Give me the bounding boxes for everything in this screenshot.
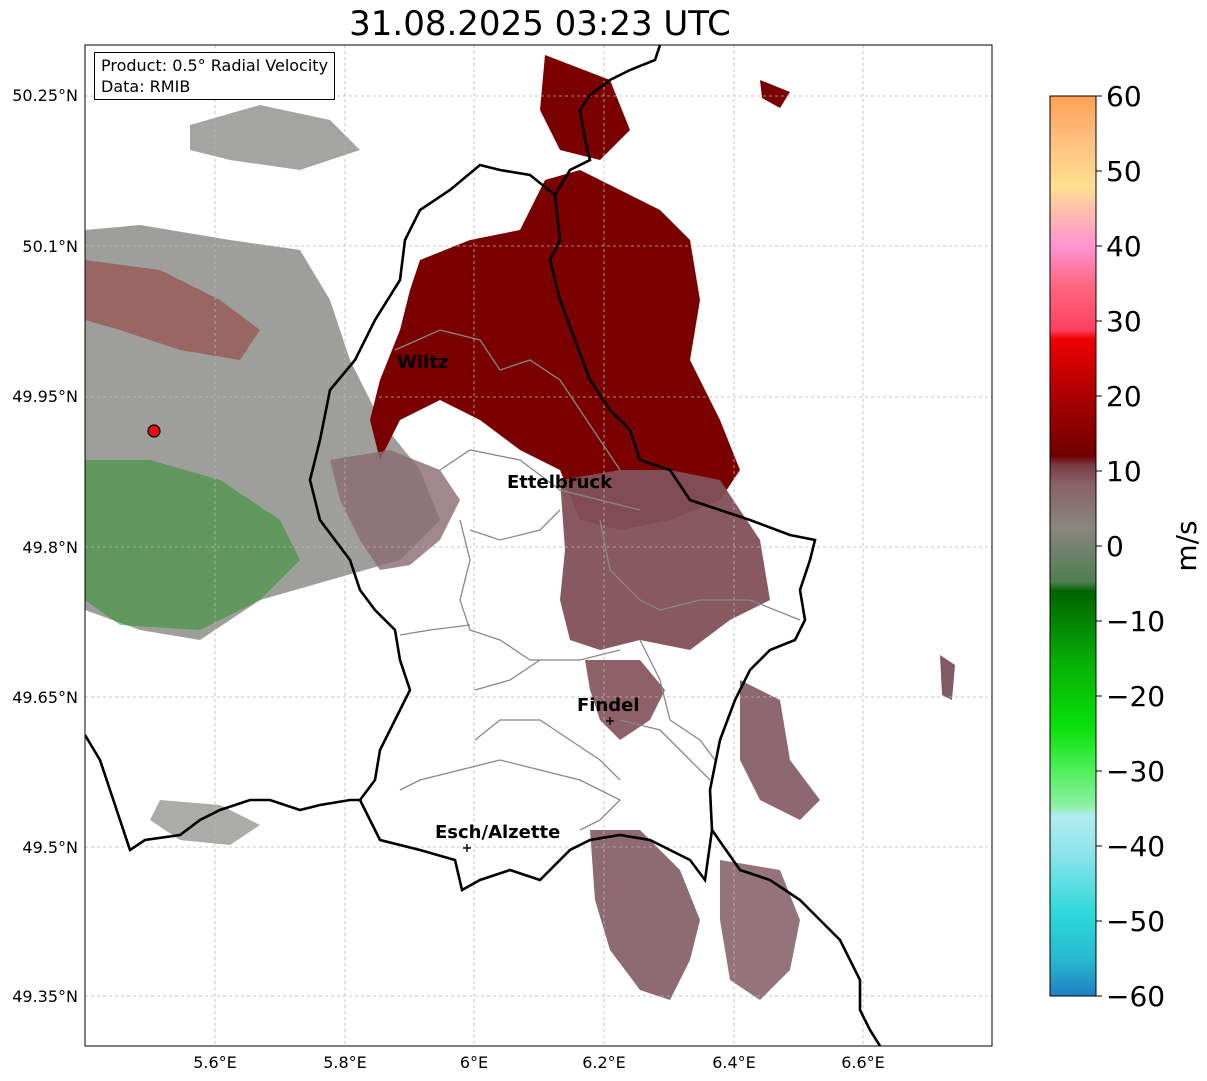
colorbar-tick-label: 40 <box>1106 230 1142 263</box>
colorbar: 60 50 40 30 20 10 0 −10 −20 −30 −40 −50 … <box>1049 80 1203 1013</box>
lon-tick-label: 6.2°E <box>582 1053 626 1072</box>
colorbar-tick-label: 20 <box>1106 380 1142 413</box>
echo-positive-main <box>370 170 740 530</box>
product-text: Product: 0.5° Radial Velocity <box>101 56 329 75</box>
lat-tick-label: 49.35°N <box>12 987 78 1006</box>
colorbar-tick-marks <box>1096 95 1102 997</box>
colorbar-bar <box>1049 95 1097 997</box>
lat-tick-label: 50.1°N <box>22 237 78 256</box>
colorbar-tick-label: 50 <box>1106 155 1142 188</box>
echo-positive-spot <box>760 80 790 108</box>
map-title: 31.08.2025 03:23 UTC <box>349 4 731 44</box>
data-source-text: Data: RMIB <box>101 77 191 96</box>
city-label-findel: Findel <box>577 695 640 716</box>
colorbar-tick-label: 10 <box>1106 455 1142 488</box>
lon-tick-label: 5.6°E <box>193 1053 237 1072</box>
lon-tick-label: 6.4°E <box>712 1053 756 1072</box>
echo-near-zero-southeast <box>720 860 800 1000</box>
echo-near-zero-west <box>330 450 460 570</box>
echo-clutter-red <box>85 260 260 360</box>
colorbar-tick-label: 0 <box>1106 530 1124 563</box>
latitude-ticks: 50.25°N 50.1°N 49.95°N 49.8°N 49.65°N 49… <box>12 86 78 1006</box>
canton-borders <box>394 329 801 831</box>
plot-frame <box>84 44 993 1047</box>
longitude-ticks: 5.6°E 5.8°E 6°E 6.2°E 6.4°E 6.6°E <box>193 1053 885 1072</box>
lat-tick-label: 49.65°N <box>12 688 78 707</box>
city-label-wiltz: Wiltz <box>397 352 448 373</box>
lat-tick-label: 49.8°N <box>22 538 78 557</box>
gridlines <box>85 45 992 1046</box>
echo-northwest <box>190 105 360 170</box>
colorbar-tick-label: −20 <box>1106 680 1165 713</box>
lon-tick-label: 5.8°E <box>323 1053 367 1072</box>
echo-clutter-near-radar <box>85 225 440 640</box>
country-borders <box>85 45 882 1046</box>
city-markers <box>463 717 614 852</box>
lon-tick-label: 6°E <box>460 1053 488 1072</box>
radar-site-marker <box>147 424 161 438</box>
lat-tick-label: 50.25°N <box>12 86 78 105</box>
border-luxembourg <box>308 163 817 892</box>
colorbar-tick-label: 30 <box>1106 305 1142 338</box>
lat-tick-label: 49.95°N <box>12 387 78 406</box>
lat-tick-label: 49.5°N <box>22 838 78 857</box>
colorbar-tick-label: 60 <box>1106 80 1142 113</box>
colorbar-tick-label: −10 <box>1106 605 1165 638</box>
product-info-box: Product: 0.5° Radial Velocity Data: RMIB <box>94 52 336 100</box>
colorbar-label: m/s <box>1170 520 1203 571</box>
echo-findel <box>585 660 665 740</box>
city-label-esch-alzette: Esch/Alzette <box>435 822 560 843</box>
border-germany <box>553 45 662 196</box>
colorbar-tick-label: −50 <box>1106 905 1165 938</box>
echo-near-zero-south <box>590 830 700 1000</box>
echo-near-zero-central <box>560 470 770 650</box>
colorbar-tick-label: −40 <box>1106 830 1165 863</box>
lon-tick-label: 6.6°E <box>841 1053 885 1072</box>
border-belgium-france <box>85 734 360 853</box>
echo-clutter-green <box>85 460 300 630</box>
colorbar-tick-label: −30 <box>1106 755 1165 788</box>
echo-southwest <box>150 800 260 845</box>
border-germany-moselle <box>710 829 882 1046</box>
city-label-ettelbruck: Ettelbruck <box>507 472 613 493</box>
echo-near-zero-east <box>740 680 820 820</box>
colorbar-tick-label: −60 <box>1106 980 1165 1013</box>
echo-east-far <box>940 655 955 700</box>
